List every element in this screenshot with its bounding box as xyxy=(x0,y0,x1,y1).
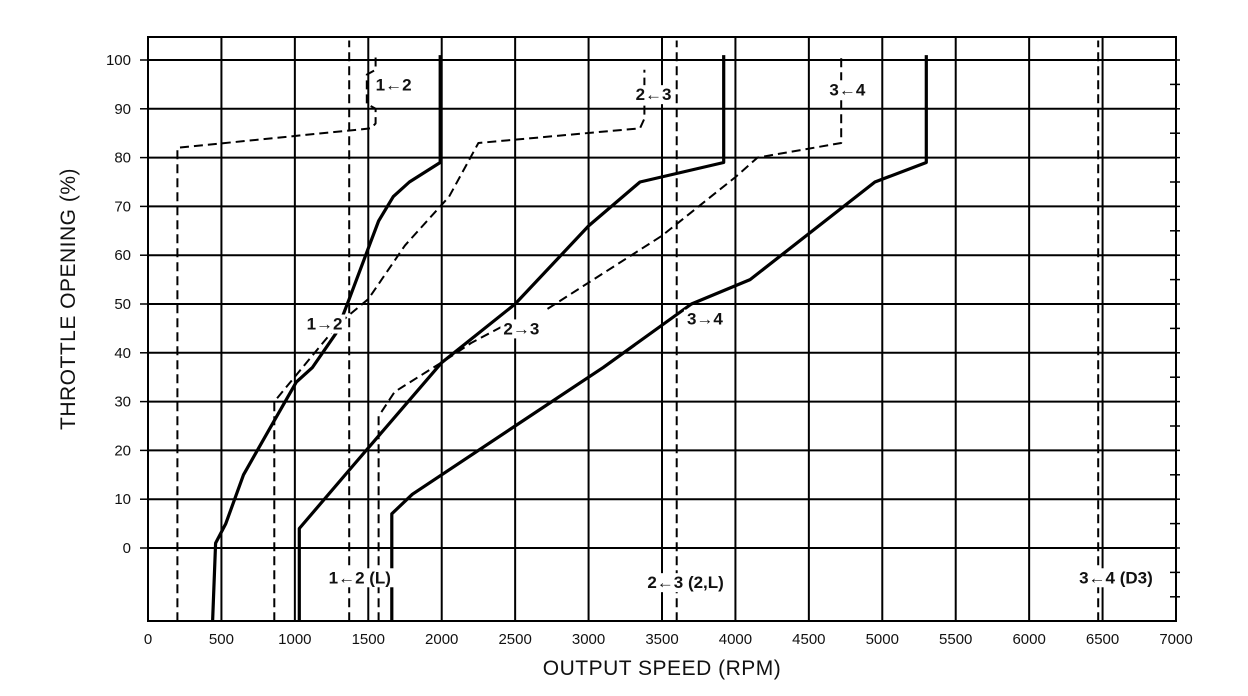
y-tick-label: 100 xyxy=(106,52,131,69)
curve-annotation: 1←2 xyxy=(372,75,415,95)
curve-label-background xyxy=(372,75,415,95)
y-tick-label: 20 xyxy=(114,442,131,459)
curve-label-background xyxy=(826,80,869,100)
y-tick-label: 30 xyxy=(114,394,131,411)
x-tick-label: 5000 xyxy=(866,631,899,648)
axis-ticks: 0 500 1000 1500 2000 2500 3000 3500 4000 4500 5000… xyxy=(106,52,1193,648)
x-tick-label: 2500 xyxy=(498,631,531,648)
series-line-2-3 xyxy=(297,55,726,622)
x-tick-label: 0 xyxy=(144,631,152,648)
x-axis-title: OUTPUT SPEED (RPM) xyxy=(543,657,781,680)
curve-annotation: 3←4 xyxy=(826,80,869,100)
curve-label-text: 3←4 xyxy=(829,80,865,99)
curve-annotation: 1→2 xyxy=(303,314,346,334)
y-tick-label: 60 xyxy=(114,247,131,264)
x-tick-label: 4500 xyxy=(792,631,825,648)
x-tick-label: 2000 xyxy=(425,631,458,648)
x-tick-label: 7000 xyxy=(1159,631,1192,648)
curve-label-text: 1←2 xyxy=(376,75,412,94)
x-tick-label: 3000 xyxy=(572,631,605,648)
curve-annotation: 2→3 xyxy=(500,319,543,339)
y-tick-label: 80 xyxy=(114,150,131,167)
grid xyxy=(148,37,1176,621)
x-tick-label: 4000 xyxy=(719,631,752,648)
curve-label-background xyxy=(1076,568,1156,588)
curve-label-text: 2→3 xyxy=(503,319,539,338)
x-tick-label: 6000 xyxy=(1012,631,1045,648)
x-tick-label: 500 xyxy=(209,631,234,648)
curve-annotation: 3←4 (D3) xyxy=(1076,568,1156,588)
y-tick-label: 70 xyxy=(114,198,131,215)
y-axis-title: THROTTLE OPENING (%) xyxy=(57,168,80,430)
y-tick-label: 50 xyxy=(114,296,131,313)
curve-label-text: 3←4 (D3) xyxy=(1079,568,1153,587)
x-tick-label: 1500 xyxy=(352,631,385,648)
x-tick-label: 5500 xyxy=(939,631,972,648)
series-line-unlabeled-2 xyxy=(273,69,646,622)
curve-label-background xyxy=(500,319,543,339)
curve-label-background xyxy=(303,314,346,334)
y-tick-label: 40 xyxy=(114,345,131,362)
plot-frame xyxy=(147,36,1177,622)
curve-annotation: 2←3 (2,L) xyxy=(644,573,727,593)
curve-label-text: 2←3 (2,L) xyxy=(647,573,724,592)
y-tick-label: 0 xyxy=(123,540,131,557)
x-tick-label: 1000 xyxy=(278,631,311,648)
y-tick-label: 90 xyxy=(114,101,131,118)
curve-annotation: 2←3 xyxy=(632,85,675,105)
curve-label-background xyxy=(683,309,727,329)
curve-label-background xyxy=(644,573,727,593)
x-tick-label: 6500 xyxy=(1086,631,1119,648)
series-line-2-3 xyxy=(377,322,509,622)
series-line-3-4 xyxy=(390,55,928,622)
curve-annotation: 1←2 (L) xyxy=(325,568,394,588)
curve-label-text: 3→4 xyxy=(687,310,723,329)
curve-label-text: 2←3 xyxy=(636,85,672,104)
curve-annotation: 3→4 xyxy=(683,309,727,329)
curve-label-background xyxy=(325,568,394,588)
series-line-unlabeled-5 xyxy=(546,55,843,310)
curve-label-text: 1→2 xyxy=(307,315,343,334)
curve-labels: 1←2 2←3 3←4 1→2 2→3 3→4 1←2 (L) 2←3 (2,L) 3←4 (D… xyxy=(303,75,1156,593)
curve-label-background xyxy=(632,85,675,105)
x-tick-label: 3500 xyxy=(645,631,678,648)
y-tick-label: 10 xyxy=(114,491,131,508)
series-line-1-2 xyxy=(176,55,377,622)
curve-label-text: 1←2 (L) xyxy=(329,568,391,587)
